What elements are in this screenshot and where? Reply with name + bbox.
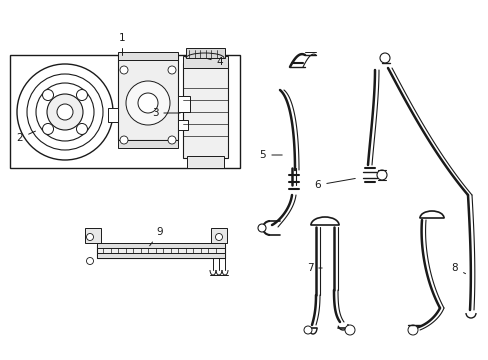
Circle shape xyxy=(86,257,93,265)
Bar xyxy=(85,228,101,243)
Text: 9: 9 xyxy=(149,227,163,246)
Circle shape xyxy=(345,325,354,335)
Circle shape xyxy=(42,123,53,135)
Circle shape xyxy=(168,66,176,74)
Bar xyxy=(186,156,224,168)
Bar xyxy=(185,48,224,58)
Circle shape xyxy=(76,123,87,135)
Text: 6: 6 xyxy=(314,179,355,190)
Circle shape xyxy=(215,234,222,240)
Bar xyxy=(10,55,240,168)
Bar xyxy=(118,52,178,60)
Text: 4: 4 xyxy=(207,57,223,67)
Text: 7: 7 xyxy=(306,263,322,273)
Bar xyxy=(118,55,178,140)
Circle shape xyxy=(407,325,417,335)
Bar xyxy=(108,108,118,122)
Circle shape xyxy=(86,234,93,240)
Circle shape xyxy=(57,104,73,120)
Bar xyxy=(178,96,190,112)
Bar xyxy=(183,63,227,158)
Circle shape xyxy=(120,136,128,144)
Bar xyxy=(97,243,224,248)
Circle shape xyxy=(304,326,311,334)
Circle shape xyxy=(42,90,53,100)
Circle shape xyxy=(258,224,265,232)
Circle shape xyxy=(76,90,87,100)
Text: 8: 8 xyxy=(451,263,465,274)
Circle shape xyxy=(36,83,94,141)
Bar xyxy=(183,56,227,68)
Bar xyxy=(178,120,187,130)
Text: 5: 5 xyxy=(259,150,282,160)
Circle shape xyxy=(379,53,389,63)
Circle shape xyxy=(27,74,103,150)
Bar xyxy=(210,228,226,243)
Bar xyxy=(118,140,178,148)
Text: 1: 1 xyxy=(119,33,125,43)
Circle shape xyxy=(168,136,176,144)
Circle shape xyxy=(17,64,113,160)
Bar xyxy=(97,245,224,258)
Circle shape xyxy=(47,94,83,130)
Circle shape xyxy=(138,93,158,113)
Text: 2: 2 xyxy=(17,131,36,143)
Text: 3: 3 xyxy=(151,108,180,118)
Circle shape xyxy=(126,81,170,125)
Bar xyxy=(97,253,224,258)
Circle shape xyxy=(120,66,128,74)
Circle shape xyxy=(376,170,386,180)
